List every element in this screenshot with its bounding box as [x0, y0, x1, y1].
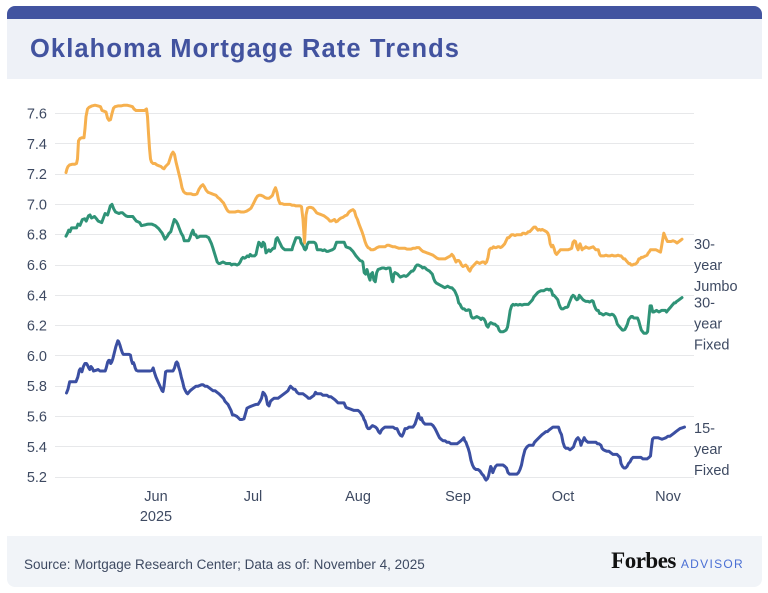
svg-text:6.6: 6.6: [27, 258, 47, 274]
svg-text:Sep: Sep: [445, 489, 471, 505]
svg-text:6.8: 6.8: [27, 228, 47, 244]
svg-text:Aug: Aug: [345, 489, 371, 505]
svg-text:15-: 15-: [694, 421, 715, 437]
svg-text:Nov: Nov: [655, 489, 682, 505]
svg-text:5.6: 5.6: [27, 410, 47, 426]
svg-text:6.0: 6.0: [27, 349, 47, 365]
svg-text:Jun: Jun: [144, 489, 167, 505]
svg-text:Oct: Oct: [552, 489, 575, 505]
svg-text:7.0: 7.0: [27, 197, 47, 213]
svg-text:Jumbo: Jumbo: [694, 279, 738, 295]
svg-text:6.2: 6.2: [27, 319, 47, 335]
svg-text:year: year: [694, 442, 722, 458]
svg-text:year: year: [694, 258, 722, 274]
svg-text:7.2: 7.2: [27, 167, 47, 183]
svg-text:7.4: 7.4: [27, 137, 47, 153]
svg-text:year: year: [694, 317, 722, 333]
svg-text:Fixed: Fixed: [694, 338, 729, 354]
svg-text:5.8: 5.8: [27, 379, 47, 395]
svg-text:Jul: Jul: [244, 489, 263, 505]
svg-text:Fixed: Fixed: [694, 463, 729, 479]
svg-text:7.6: 7.6: [27, 107, 47, 123]
svg-text:5.2: 5.2: [27, 470, 47, 486]
svg-text:30-: 30-: [694, 237, 715, 253]
svg-text:30-: 30-: [694, 296, 715, 312]
svg-text:5.4: 5.4: [27, 440, 47, 456]
svg-text:2025: 2025: [140, 509, 172, 525]
svg-text:6.4: 6.4: [27, 288, 47, 304]
